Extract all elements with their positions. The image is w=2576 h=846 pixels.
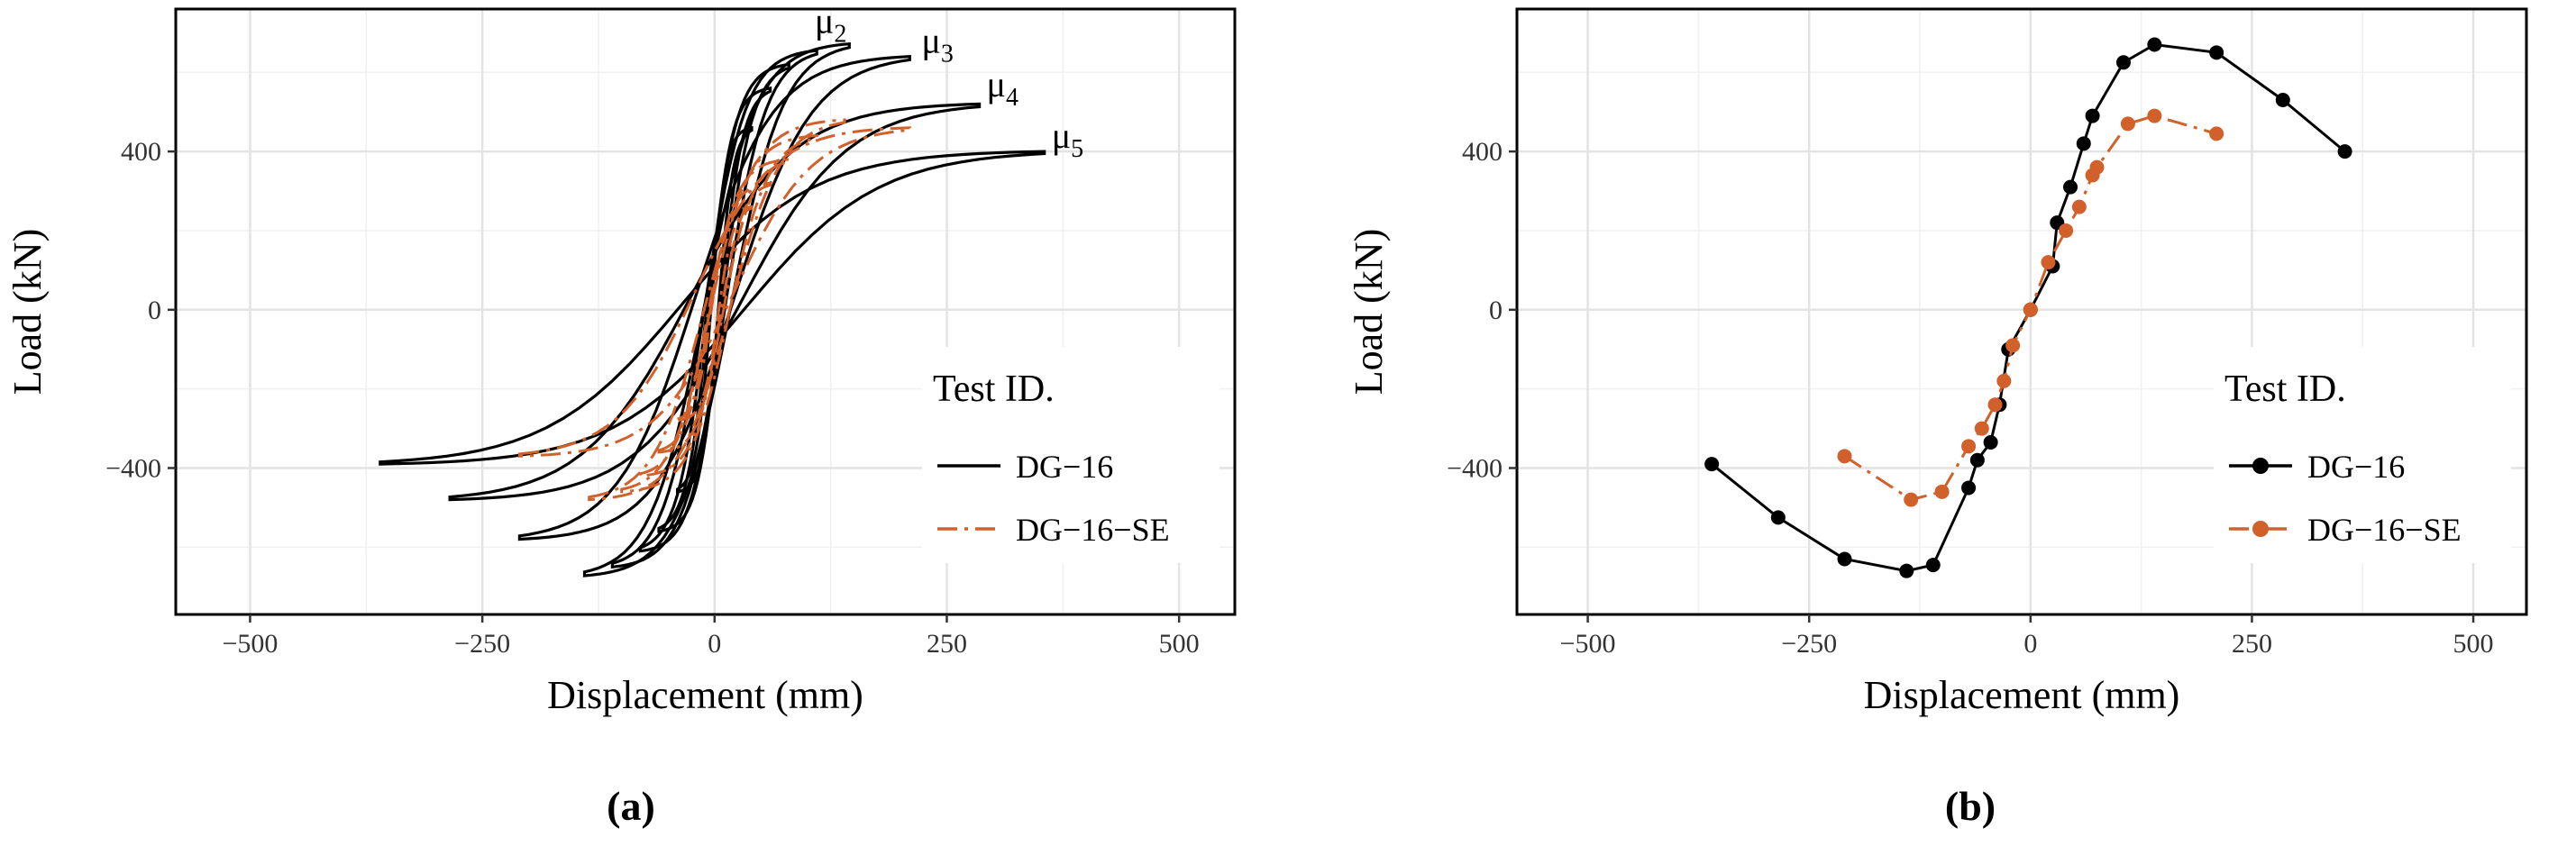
legend-background: [922, 347, 1219, 563]
hysteresis-loop-1-5: [517, 126, 911, 458]
legend: Test ID. DG−16 DG−16−SE: [922, 347, 1219, 563]
data-point-0-15: [2085, 108, 2100, 123]
x-tick-label: −250: [1781, 629, 1837, 659]
x-axis-title: Displacement (mm): [547, 673, 863, 717]
y-tick-label: −400: [1447, 453, 1503, 483]
y-axis-title: Load (kN): [1347, 229, 1391, 396]
mu-symbol: μ: [921, 21, 940, 61]
mu-symbol: μ: [987, 64, 1006, 105]
data-point-0-0: [1704, 457, 1720, 472]
data-point-0-16: [2115, 55, 2131, 70]
data-point-0-3: [1899, 563, 1914, 578]
panel-label: (b): [1945, 783, 1996, 829]
hysteresis-loop-0-6: [448, 102, 982, 502]
plot-area: [1704, 37, 2352, 578]
x-tick-label: −500: [222, 629, 278, 659]
data-point-0-1: [1770, 510, 1786, 525]
data-point-1-1: [1904, 492, 1919, 507]
mu-symbol: μ: [815, 1, 834, 41]
panel-b-envelope-chart: −500 −250 0 250 500 −400 0 400 Displacement (mm)…: [1347, 7, 2528, 829]
data-point-1-7: [2005, 338, 2021, 353]
hysteresis-loop-1-4: [588, 118, 846, 502]
x-tick-label: 250: [927, 629, 967, 659]
legend-key-marker-0: [2252, 458, 2269, 474]
mu-annotation-0: μ2: [815, 1, 846, 49]
data-point-1-11: [2071, 199, 2087, 214]
x-tick-label: −250: [454, 629, 510, 659]
data-point-1-3: [1961, 439, 1977, 454]
legend-label-1: DG−16−SE: [1016, 512, 1170, 548]
x-tick-label: 500: [2453, 629, 2494, 659]
data-point-0-18: [2209, 45, 2224, 60]
plot-area: [379, 41, 1046, 578]
data-point-0-4: [1925, 558, 1941, 573]
mu-symbol: μ: [1052, 115, 1071, 156]
legend-label-0: DG−16: [1016, 449, 1113, 485]
hysteresis-loop-0-5: [517, 55, 911, 541]
y-axis-title: Load (kN): [5, 229, 50, 396]
legend-label-0: DG−16: [2307, 449, 2405, 485]
mu-subscript: 2: [834, 21, 846, 49]
data-point-0-14: [2076, 136, 2091, 151]
mu-annotation-1: μ3: [921, 21, 953, 68]
panel-label: (a): [607, 783, 655, 829]
mu-annotation-2: μ4: [987, 64, 1019, 112]
legend-title: Test ID.: [2224, 368, 2346, 410]
panel-a-hysteresis-chart: −500 −250 0 250 500 −400 0 400 Displacement (mm)…: [5, 1, 1237, 829]
hysteresis-loop-0-2: [638, 62, 790, 553]
x-tick-label: 250: [2232, 629, 2272, 659]
y-tick-label: 400: [121, 137, 161, 167]
plot-frame: [1515, 7, 2528, 616]
data-point-1-16: [2209, 126, 2224, 141]
hysteresis-loop-0-7: [379, 150, 1046, 466]
data-point-1-10: [2059, 223, 2074, 238]
data-point-0-5: [1961, 480, 1977, 496]
data-point-0-20: [2337, 144, 2352, 159]
series-1: [1837, 108, 2224, 507]
data-point-0-13: [2063, 179, 2078, 195]
series-1: [517, 118, 911, 502]
y-tick-label: 400: [1462, 137, 1503, 167]
data-point-0-6: [1969, 452, 1985, 468]
legend-title: Test ID.: [933, 368, 1055, 410]
x-tick-label: 500: [1159, 629, 1200, 659]
x-axis-title: Displacement (mm): [1864, 673, 2180, 717]
plot-frame: [174, 7, 1237, 616]
y-tick-label: 0: [148, 296, 161, 325]
hysteresis-loop-1-3: [620, 133, 818, 494]
legend-key-marker-1: [2252, 521, 2269, 537]
legend-label-1: DG−16−SE: [2307, 512, 2462, 548]
y-tick-label: −400: [105, 453, 161, 483]
data-point-0-2: [1837, 551, 1852, 567]
x-tick-label: 0: [2023, 629, 2037, 659]
hysteresis-loop-1-1: [657, 181, 772, 454]
data-point-1-15: [2147, 108, 2162, 123]
x-tick-label: −500: [1560, 629, 1616, 659]
data-point-0-17: [2147, 37, 2162, 52]
mu-subscript: 3: [941, 41, 954, 68]
hysteresis-loop-1-2: [638, 158, 790, 478]
mu-subscript: 4: [1006, 84, 1019, 112]
data-point-0-19: [2275, 93, 2290, 108]
data-point-0-7: [1983, 434, 1998, 450]
data-point-1-0: [1837, 449, 1852, 464]
data-point-1-6: [1996, 373, 2012, 388]
data-point-1-5: [1987, 397, 2003, 413]
y-tick-label: 0: [1489, 296, 1503, 325]
hysteresis-loop-1-0: [676, 205, 754, 423]
legend: Test ID. DG−16 DG−16−SE: [2214, 347, 2511, 563]
data-point-1-4: [1974, 421, 1989, 436]
data-point-1-2: [1934, 484, 1950, 499]
data-point-1-8: [2023, 302, 2038, 317]
x-tick-label: 0: [708, 629, 721, 659]
mu-annotation-3: μ5: [1052, 115, 1083, 163]
mu-subscript: 5: [1071, 135, 1083, 163]
data-point-1-9: [2041, 255, 2056, 270]
data-point-1-14: [2120, 116, 2135, 132]
data-point-1-13: [2089, 159, 2105, 175]
